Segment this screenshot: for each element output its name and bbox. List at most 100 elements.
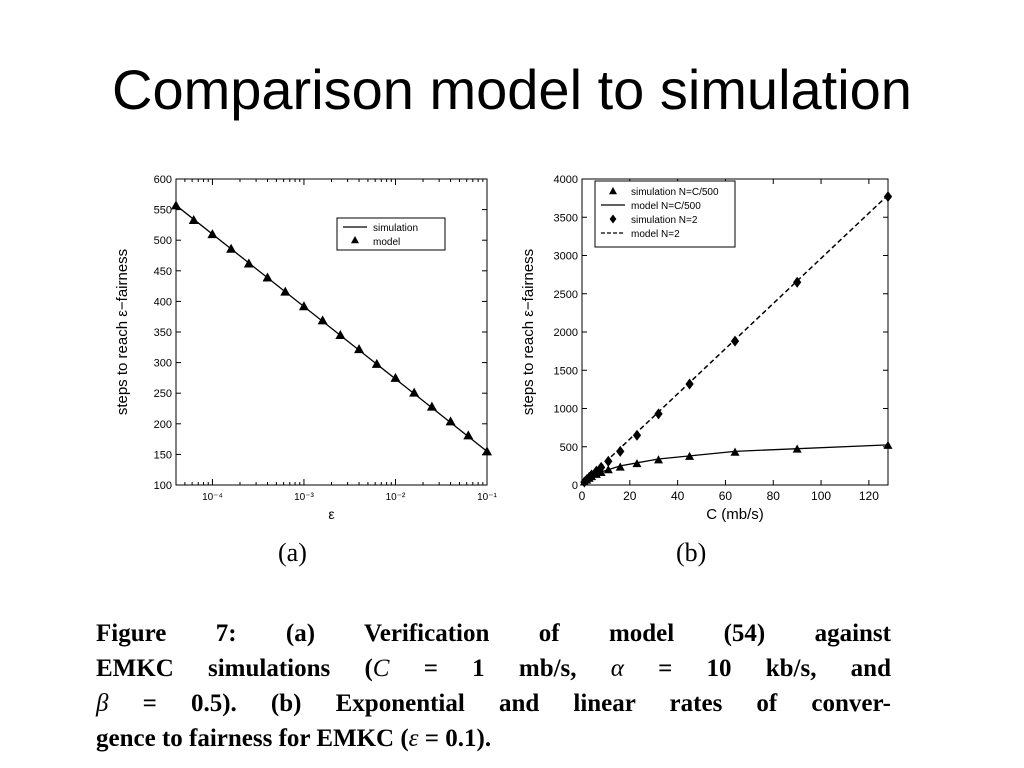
plot-a-point-model <box>482 446 492 456</box>
plot-b-ytick-label: 2000 <box>554 327 578 339</box>
plot-b-point-sim-n2 <box>616 445 625 457</box>
plot-a-xtick-label: 10⁻⁴ <box>202 492 223 503</box>
plot-b-point-sim-n2 <box>604 455 613 467</box>
plot-a-point-model <box>463 430 474 440</box>
caption-text: = 10 kb/s, and <box>623 655 891 682</box>
plot-a-point-model <box>317 315 328 325</box>
plot-b-ytick-label: 0 <box>572 480 578 492</box>
plot-a-ytick-label: 600 <box>154 174 172 186</box>
plot-b-point-sim-n2 <box>883 191 893 203</box>
plot-b-xtick-label: 40 <box>671 489 685 503</box>
plot-b-ytick-label: 2500 <box>554 289 578 301</box>
plot-a-xlabel: ε <box>328 506 334 522</box>
plot-b-point-sim-n2 <box>632 429 642 441</box>
plot-b-ytick-label: 3500 <box>554 212 578 224</box>
slide-title: Comparison model to simulation <box>112 58 912 121</box>
caption-text: gence to fairness for <box>96 725 317 752</box>
caption-text: simulations ( <box>173 655 373 682</box>
caption-symbol-c: C <box>372 655 390 682</box>
plot-a-ytick-label: 400 <box>154 296 172 308</box>
plot-a-xtick-label: 10⁻³ <box>294 492 314 503</box>
caption-symbol-beta: β <box>96 690 109 717</box>
caption-line-4: gence to fairness for EMKC (ε = 0.1). <box>96 721 891 756</box>
plot-a-point-model <box>207 229 218 239</box>
plot-b-point-sim-n-c500 <box>730 447 740 456</box>
caption-text: ( <box>394 725 409 752</box>
plot-b-xlabel: C (mb/s) <box>706 506 764 523</box>
plot-a-legend-label: simulation <box>373 223 418 234</box>
plot-b-ylabel: steps to reach ε−fairness <box>520 249 537 415</box>
plot-a-point-model <box>409 387 420 397</box>
caption-emkc: EMKC <box>96 655 174 682</box>
plot-a-point-model <box>226 243 237 253</box>
plot-b-point-sim-n-c500 <box>883 440 893 449</box>
plot-b-xtick-label: 20 <box>623 489 637 503</box>
plot-a-point-model <box>445 416 456 426</box>
plot-a-point-model <box>390 372 401 382</box>
plot-b-legend <box>594 180 736 248</box>
plot-a-point-model <box>426 401 437 411</box>
plot-b-point-sim-n-c500 <box>685 451 695 460</box>
plot-a-xtick-label: 10⁻² <box>386 492 406 503</box>
plot-b-legend-label: model N=2 <box>631 229 680 240</box>
plot-b-xtick-label: 60 <box>719 489 733 503</box>
caption-line-3: β = 0.5). (b) Exponential and linear rat… <box>96 686 891 721</box>
plot-b-legend-diamond-icon <box>609 214 617 224</box>
plot-b-ytick-label: 500 <box>560 442 578 454</box>
plot-a-legend-triangle-icon <box>351 236 359 244</box>
plot-a-point-model <box>371 358 382 368</box>
plot-a-point-model <box>335 330 346 340</box>
plot-b-point-sim-n-c500 <box>654 455 663 464</box>
plot-b-point-sim-n-c500 <box>615 462 625 471</box>
figure-caption: Figure 7: (a) Verification of model (54)… <box>96 616 891 756</box>
plot-b-point-sim-n-c500 <box>603 465 613 474</box>
caption-line-1: Figure 7: (a) Verification of model (54)… <box>96 620 891 647</box>
panel-label-a: (a) <box>278 538 307 567</box>
caption-line-2: EMKC simulations (C = 1 mb/s, α = 10 kb/… <box>96 651 891 686</box>
plot-a-legend <box>336 217 446 251</box>
panel-label-b: (b) <box>676 538 707 567</box>
caption-symbol-alpha: α <box>610 655 624 682</box>
plot-a-ytick-label: 150 <box>154 449 172 461</box>
plot-b-ytick-label: 1000 <box>554 404 578 416</box>
plot-a-ytick-label: 100 <box>154 480 172 492</box>
plot-a-point-model <box>171 200 181 210</box>
plot-b-point-sim-n-c500 <box>792 444 802 453</box>
plot-a-ytick-label: 350 <box>154 327 172 339</box>
caption-emkc: EMKC <box>316 725 395 752</box>
plot-a-ytick-label: 200 <box>154 419 172 431</box>
plot-b-legend-label: model N=C/500 <box>631 201 701 212</box>
plot-a-point-model <box>354 344 365 354</box>
plot-a-point-model <box>262 272 273 282</box>
caption-text: = 0.5). (b) Exponential and linear rates… <box>108 690 891 717</box>
plot-b-point-sim-n2 <box>730 335 740 347</box>
plot-b-ytick-label: 3000 <box>554 251 578 263</box>
plot-b-point-sim-n2 <box>685 378 694 390</box>
caption-text: = 1 mb/s, <box>389 655 611 682</box>
plot-b-xtick-label: 80 <box>767 489 781 503</box>
plot-a-point-model <box>188 215 199 225</box>
caption-text: = 0.1). <box>418 725 492 752</box>
plot-b-legend-label: simulation N=C/500 <box>631 187 719 198</box>
plot-b-legend-label: simulation N=2 <box>631 215 698 226</box>
plot-a-xtick-label: 10⁻¹ <box>477 492 497 503</box>
plot-a-point-model <box>298 301 309 311</box>
plot-a-point-model <box>280 286 291 296</box>
plot-b-point-sim-n2 <box>597 461 606 473</box>
plot-a-ytick-label: 550 <box>154 205 172 217</box>
plot-a-ytick-label: 250 <box>154 388 172 400</box>
plot-b-ytick-label: 4000 <box>554 174 578 186</box>
plot-b-xtick-label: 120 <box>859 489 879 503</box>
plot-b-legend-triangle-icon <box>609 187 617 195</box>
plot-a-legend-label: model <box>373 237 400 248</box>
plot-b-xtick-label: 0 <box>579 489 586 503</box>
plot-a-ylabel: steps to reach ε−fairness <box>114 249 131 415</box>
plot-b-ytick-label: 1500 <box>554 365 578 377</box>
plot-a-point-model <box>243 258 254 268</box>
plot-a-ytick-label: 300 <box>154 358 172 370</box>
caption-symbol-epsilon: ε <box>408 725 419 752</box>
plot-b-point-sim-n2 <box>654 408 663 420</box>
plot-a-ytick-label: 450 <box>154 266 172 278</box>
plot-b-point-sim-n-c500 <box>632 459 642 468</box>
